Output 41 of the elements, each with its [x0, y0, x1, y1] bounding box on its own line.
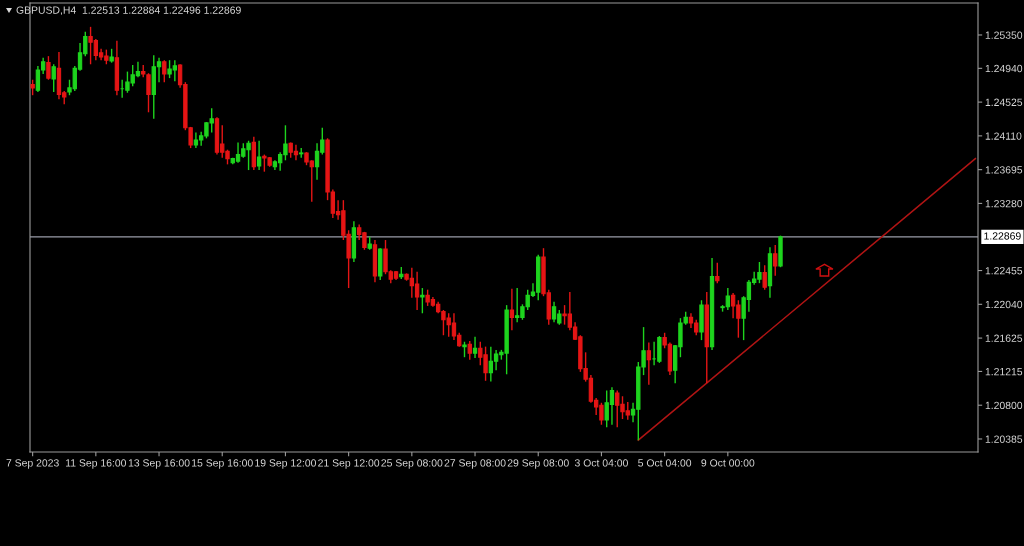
candlestick: [762, 264, 767, 291]
y-tick-label: 1.25350: [985, 31, 1023, 39]
candlestick: [646, 341, 652, 386]
y-tick-label: 1.21625: [985, 334, 1023, 342]
candlestick: [715, 262, 720, 284]
candlestick: [46, 55, 51, 81]
x-tick-label: 7 Sep 2023: [6, 459, 59, 469]
candlestick: [509, 288, 515, 332]
candlestick: [256, 140, 262, 171]
y-tick-label: 1.24525: [985, 98, 1023, 106]
y-tick-label: 1.20800: [985, 401, 1023, 410]
candlestick: [467, 340, 472, 361]
x-tick-label: 29 Sep 08:00: [507, 459, 569, 469]
x-tick-label: 3 Oct 04:00: [574, 459, 628, 467]
x-tick-label: 13 Sep 16:00: [128, 459, 190, 469]
candlestick: [162, 59, 167, 83]
y-tick-label: 1.24110: [985, 132, 1022, 140]
chart-title: GBPUSD,H4 1.22513 1.22884 1.22496 1.22869: [16, 6, 241, 16]
y-tick-label: 1.22040: [985, 300, 1023, 309]
y-tick-label: 1.23695: [985, 166, 1023, 174]
candlestick: [414, 271, 420, 311]
candlestick: [472, 336, 478, 359]
x-tick-label: 25 Sep 08:00: [381, 459, 443, 469]
candlestick: [773, 244, 778, 277]
candlestick: [51, 63, 56, 93]
y-tick-label: 1.22455: [985, 267, 1023, 275]
y-tick-label: 1.24940: [985, 64, 1023, 73]
y-tick-label: 1.21215: [985, 367, 1023, 376]
ref-line-label: 1.22869: [984, 232, 1021, 240]
x-tick-label: 21 Sep 12:00: [318, 459, 380, 469]
y-tick-label: 1.23280: [985, 199, 1023, 208]
x-tick-label: 19 Sep 12:00: [255, 459, 317, 469]
x-tick-label: 5 Oct 04:00: [638, 459, 692, 467]
candlestick: [35, 65, 41, 93]
x-tick-label: 9 Oct 00:00: [701, 459, 755, 467]
x-tick-label: 15 Sep 16:00: [192, 459, 253, 469]
candlestick: [420, 287, 425, 314]
x-tick-label: 27 Sep 08:00: [444, 459, 506, 469]
x-tick-label: 11 Sep 16:00: [66, 459, 127, 469]
y-tick-label: 1.20385: [985, 435, 1023, 443]
candlestick: [488, 345, 494, 383]
